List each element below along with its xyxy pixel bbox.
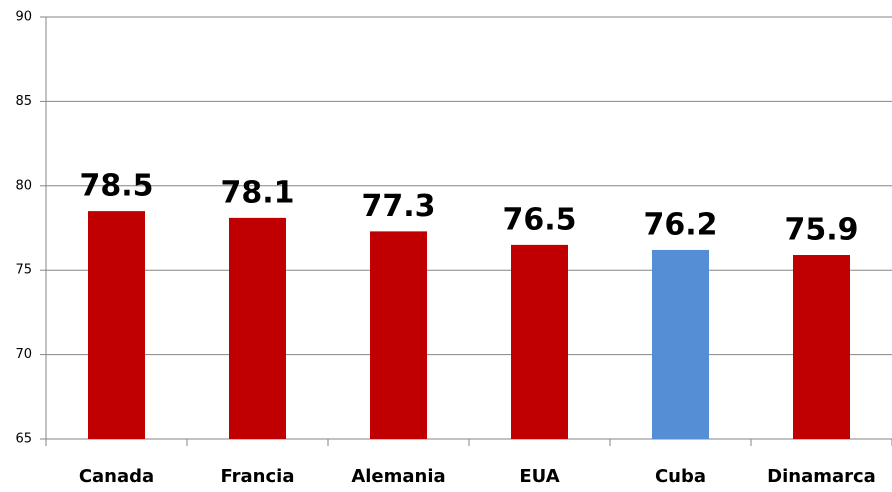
data-label: 76.2 bbox=[643, 207, 717, 242]
x-tick-label: Francia bbox=[221, 466, 295, 487]
data-label: 75.9 bbox=[784, 213, 858, 248]
bar bbox=[511, 244, 568, 439]
data-label: 78.5 bbox=[79, 169, 153, 204]
data-label: 77.3 bbox=[361, 189, 435, 224]
x-tick-label: EUA bbox=[519, 466, 559, 487]
y-tick-label: 65 bbox=[15, 432, 32, 447]
y-tick-label: 70 bbox=[15, 347, 32, 362]
y-tick-label: 75 bbox=[15, 263, 32, 278]
bar bbox=[652, 249, 709, 439]
bar bbox=[793, 255, 850, 439]
data-label: 76.5 bbox=[502, 202, 576, 237]
y-tick-label: 90 bbox=[15, 10, 32, 25]
y-tick-label: 80 bbox=[15, 178, 32, 193]
x-tick-label: Cuba bbox=[655, 466, 706, 487]
bar bbox=[229, 217, 286, 439]
bar bbox=[88, 211, 145, 439]
bar bbox=[370, 231, 427, 439]
x-tick-label: Dinamarca bbox=[767, 466, 876, 487]
data-label: 78.1 bbox=[220, 175, 294, 210]
y-tick-label: 85 bbox=[15, 94, 32, 109]
x-tick-label: Alemania bbox=[351, 466, 445, 487]
x-tick-label: Canada bbox=[79, 466, 154, 487]
